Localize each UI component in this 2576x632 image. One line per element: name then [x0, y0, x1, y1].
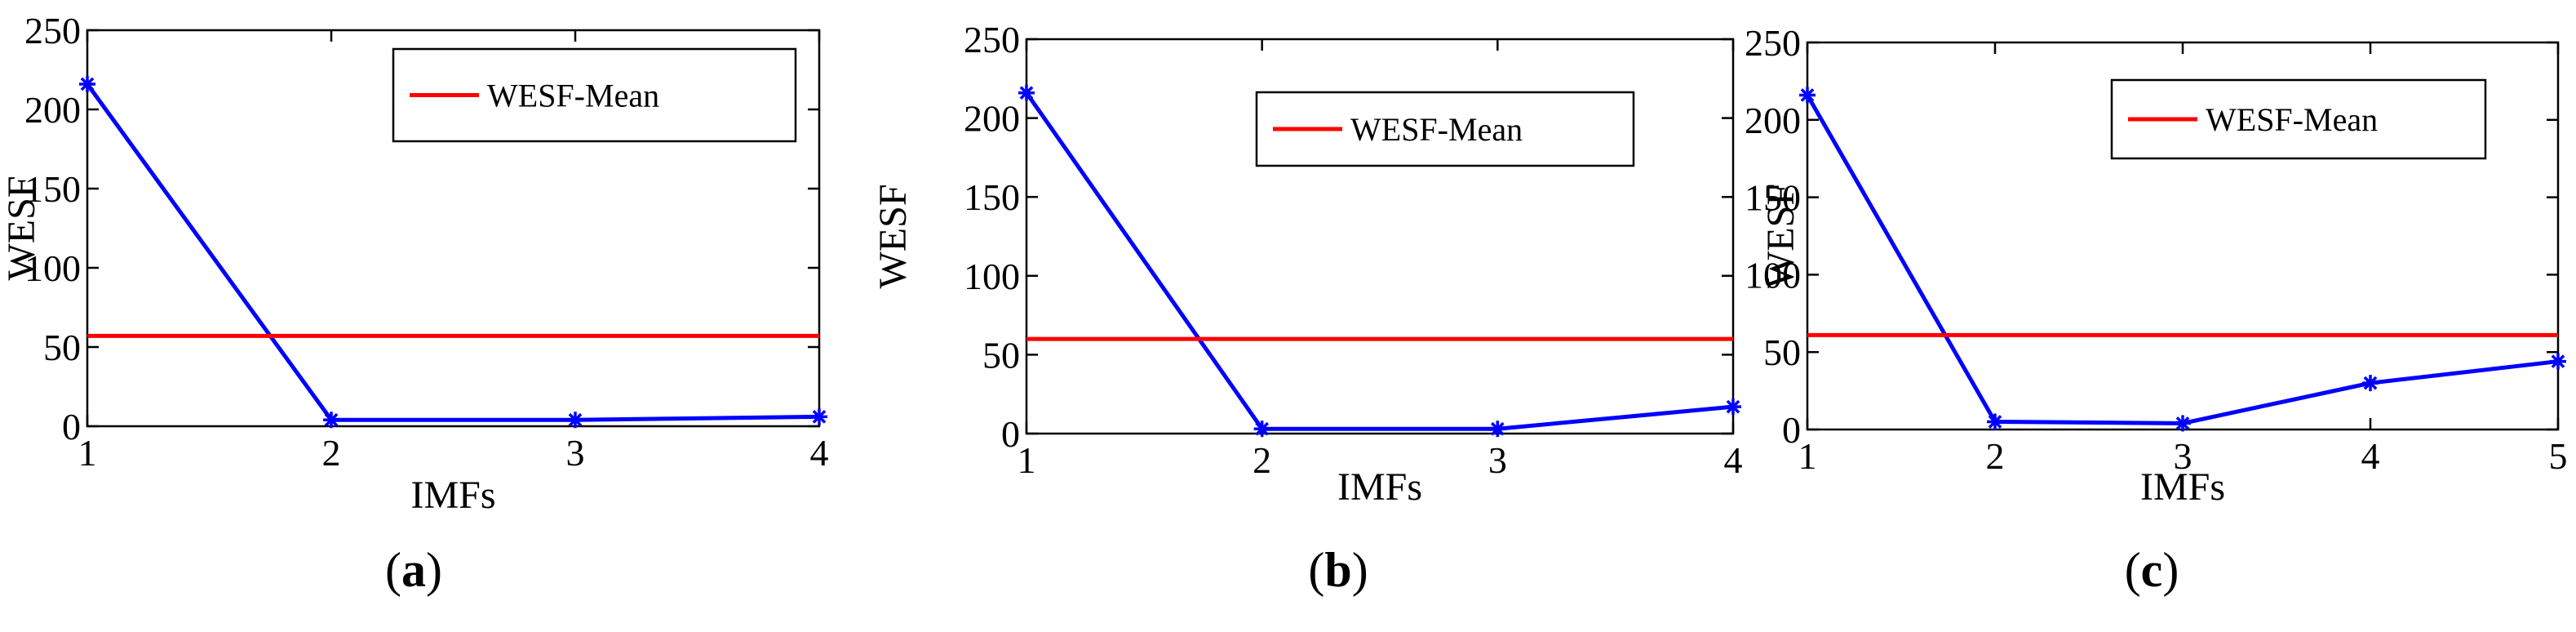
data-point-marker [1253, 421, 1270, 438]
y-tick-label: 100 [964, 256, 1020, 297]
x-tick-label: 2 [1253, 439, 1271, 481]
y-tick-label: 150 [1745, 177, 1801, 219]
caption-paren: ( [2125, 543, 2141, 597]
marker-stroke [324, 412, 339, 427]
y-tick-label: 100 [1745, 254, 1801, 296]
y-tick-label: 200 [24, 89, 81, 131]
x-tick-label: 3 [2174, 435, 2192, 477]
caption-paren: ( [385, 543, 401, 597]
data-point-marker [567, 412, 583, 429]
x-tick-label: 2 [1986, 435, 2005, 477]
data-point-marker [2362, 375, 2379, 392]
x-axis-label: IMFs [410, 474, 495, 517]
marker-stroke [812, 410, 827, 424]
y-tick-label: 50 [43, 327, 81, 368]
data-point-marker [1489, 421, 1506, 438]
data-point-marker [79, 75, 95, 92]
legend-label: WESF-Mean [1350, 111, 1523, 148]
marker-stroke [1988, 415, 2002, 429]
marker-stroke [1019, 86, 1034, 100]
y-tick-label: 0 [1001, 413, 1020, 455]
caption-paren: ) [1352, 543, 1368, 597]
y-tick-label: 0 [62, 406, 81, 447]
panel-a: 0 50 100 150 200 250 1 2 3 4 IMFs WESF WESF-Mean (a) [0, 10, 829, 597]
caption-letter: c [2141, 543, 2163, 597]
y-tick-label: 150 [964, 176, 1020, 218]
data-point-marker [323, 412, 339, 429]
marker-stroke [2363, 376, 2378, 390]
y-tick-label: 200 [1745, 100, 1801, 141]
marker-stroke [2551, 354, 2565, 368]
y-tick-label: 50 [982, 334, 1020, 376]
x-axis-label: IMFs [1337, 465, 1422, 509]
y-tick-label: 200 [964, 98, 1020, 140]
panel-b: 0 50 100 150 200 250 1 2 3 4 IMFs WESF WESF-Mean (b) [871, 19, 1743, 597]
y-tick-label: 50 [1763, 332, 1801, 373]
y-axis-label: WESF [1759, 184, 1802, 288]
data-point-marker [2550, 353, 2566, 370]
panel-caption: (a) [385, 543, 442, 597]
x-tick-label: 3 [566, 432, 585, 474]
marker-stroke [80, 77, 95, 91]
x-tick-label: 1 [78, 432, 97, 474]
legend-label: WESF-Mean [2206, 101, 2378, 138]
caption-paren: ) [426, 543, 442, 597]
marker-stroke [1490, 421, 1505, 436]
data-point-marker [1725, 398, 1741, 416]
data-point-marker [1987, 413, 2003, 430]
x-tick-label: 3 [1488, 439, 1507, 481]
wesf-series-line [1024, 91, 1734, 431]
legend-label: WESF-Mean [487, 78, 659, 114]
legend-box [1255, 91, 1635, 167]
x-tick-label: 4 [1724, 439, 1743, 481]
caption-paren: ) [2162, 543, 2179, 597]
data-point-marker [811, 408, 827, 425]
x-tick-label: 4 [2361, 435, 2380, 477]
x-tick-label: 2 [322, 432, 341, 474]
x-tick-label: 4 [810, 432, 829, 474]
panel-caption: (c) [2125, 543, 2179, 597]
x-axis-label: IMFs [2140, 465, 2225, 509]
y-tick-label: 150 [24, 168, 81, 210]
x-tick-label: 5 [2549, 435, 2568, 477]
y-tick-label: 250 [1745, 22, 1801, 64]
marker-stroke [1255, 421, 1270, 436]
y-axis-label: WESF [0, 176, 43, 280]
marker-stroke [1726, 399, 1740, 414]
x-tick-label: 1 [1018, 439, 1036, 481]
panel-c: 0 50 100 150 200 250 1 2 3 4 5 IMFs WESF WESF-Mean (c) [1745, 22, 2568, 597]
wesf-series-line [85, 82, 820, 422]
y-tick-label: 100 [24, 247, 81, 289]
caption-paren: ( [1308, 543, 1324, 597]
data-point-marker [1799, 87, 1816, 104]
marker-stroke [1800, 88, 1815, 102]
data-point-marker [2175, 415, 2191, 432]
data-point-marker [1018, 84, 1035, 101]
y-tick-label: 250 [964, 19, 1020, 60]
x-tick-label: 1 [1798, 435, 1817, 477]
panel-caption: (b) [1308, 543, 1368, 597]
y-tick-label: 0 [1782, 409, 1801, 451]
y-tick-label: 250 [24, 10, 81, 51]
caption-letter: a [401, 543, 426, 597]
marker-stroke [568, 412, 583, 427]
marker-stroke [2175, 416, 2190, 430]
caption-letter: b [1324, 543, 1351, 597]
y-axis-label: WESF [871, 184, 915, 288]
